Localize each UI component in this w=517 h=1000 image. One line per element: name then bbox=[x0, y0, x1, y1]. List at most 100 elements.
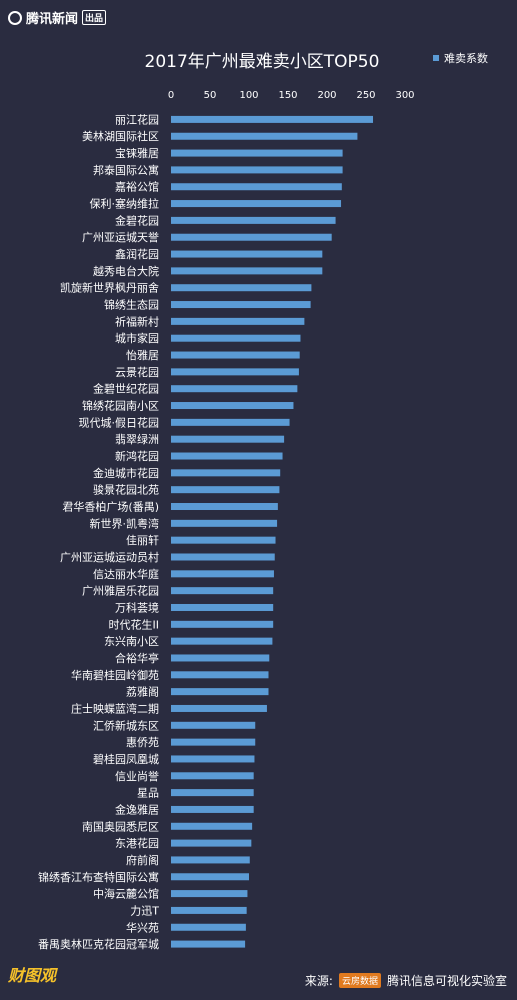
bar bbox=[171, 671, 269, 679]
category-label: 府前阁 bbox=[126, 853, 159, 867]
x-tick-label: 50 bbox=[204, 90, 217, 101]
category-label: 华南碧桂园岭御苑 bbox=[71, 668, 159, 682]
bar bbox=[171, 738, 256, 746]
bar bbox=[171, 132, 358, 140]
category-label: 越秀电台大院 bbox=[93, 264, 159, 278]
footer-brand-logo: 财图观 bbox=[8, 966, 57, 985]
x-tick-label: 150 bbox=[278, 90, 297, 101]
category-label: 合裕华亭 bbox=[115, 651, 159, 665]
category-label: 君华香柏广场(番禺) bbox=[62, 500, 159, 514]
category-label: 现代城·假日花园 bbox=[79, 415, 160, 429]
category-label: 汇侨新城东区 bbox=[93, 718, 159, 732]
bar bbox=[171, 334, 301, 342]
category-label: 碧桂园凤凰城 bbox=[93, 752, 159, 766]
category-label: 金碧世纪花园 bbox=[93, 382, 159, 396]
category-label: 佳丽轩 bbox=[126, 533, 159, 547]
tencent-news-logo: 腾讯新闻 出品 bbox=[8, 8, 107, 27]
bar bbox=[171, 704, 267, 712]
tencent-logo-icon bbox=[8, 10, 22, 25]
legend-label: 难卖系数 bbox=[444, 52, 488, 65]
chart-title: 2017年广州最难卖小区TOP50 bbox=[145, 52, 380, 72]
bar bbox=[171, 149, 343, 157]
category-label: 翡翠绿洲 bbox=[115, 432, 159, 446]
x-tick-label: 200 bbox=[317, 90, 336, 101]
category-label: 中海云麓公馆 bbox=[93, 887, 159, 901]
category-label: 东兴南小区 bbox=[104, 635, 159, 648]
bar bbox=[171, 435, 285, 443]
bar bbox=[171, 267, 323, 275]
bar bbox=[171, 603, 274, 611]
category-label: 锦绣香江布查特国际公寓 bbox=[38, 870, 159, 884]
category-label: 锦绣花园南小区 bbox=[82, 399, 159, 413]
bar bbox=[171, 940, 246, 948]
bar bbox=[171, 183, 342, 191]
bar bbox=[171, 250, 323, 258]
category-label: 云景花园 bbox=[115, 366, 159, 379]
bar bbox=[171, 233, 332, 241]
bar bbox=[171, 536, 276, 544]
category-label: 庄士映蝶蓝湾二期 bbox=[71, 701, 159, 715]
bar bbox=[171, 755, 255, 763]
bar bbox=[171, 822, 253, 830]
bar bbox=[171, 519, 278, 527]
bar bbox=[171, 906, 247, 914]
logo-badge: 出品 bbox=[82, 10, 107, 25]
bar bbox=[171, 402, 294, 410]
logo-text: 腾讯新闻 bbox=[26, 12, 79, 27]
footer-source: 来源: 云房数据 腾讯信息可视化实验室 bbox=[305, 972, 507, 989]
category-label: 金迪城市花园 bbox=[93, 466, 159, 480]
category-label: 嘉裕公馆 bbox=[115, 180, 159, 194]
category-label: 时代花生II bbox=[109, 617, 160, 631]
category-label: 新世界·凯粤湾 bbox=[90, 516, 160, 530]
bar bbox=[171, 284, 312, 292]
category-label: 美林湖国际社区 bbox=[82, 129, 159, 143]
category-label: 荔雅阁 bbox=[126, 685, 159, 699]
category-label: 信达丽水华庭 bbox=[93, 567, 159, 581]
category-label: 邦泰国际公寓 bbox=[93, 163, 159, 177]
category-label: 广州亚运城天誉 bbox=[82, 230, 159, 244]
category-label: 城市家园 bbox=[115, 331, 159, 345]
bar bbox=[171, 873, 249, 881]
bar bbox=[171, 772, 254, 780]
category-label: 力迅T bbox=[130, 904, 159, 917]
category-label: 新鸿花园 bbox=[115, 449, 159, 463]
x-tick-label: 100 bbox=[239, 90, 258, 101]
bar bbox=[171, 721, 256, 729]
category-label: 信业尚誉 bbox=[115, 769, 159, 783]
bar bbox=[171, 418, 290, 426]
category-label: 广州亚运城运动员村 bbox=[60, 550, 159, 564]
category-label: 金逸雅居 bbox=[115, 802, 159, 816]
bar bbox=[171, 452, 283, 460]
x-tick-label: 250 bbox=[356, 90, 375, 101]
category-label: 惠侨苑 bbox=[126, 735, 159, 749]
category-label: 祈福新村 bbox=[115, 314, 159, 328]
category-label: 保利·塞纳维拉 bbox=[90, 197, 160, 211]
bar bbox=[171, 200, 342, 208]
bar bbox=[171, 805, 254, 813]
category-label: 东港花园 bbox=[115, 837, 159, 850]
category-label: 丽江花园 bbox=[115, 113, 159, 126]
x-tick-label: 300 bbox=[395, 90, 414, 101]
bar bbox=[171, 923, 246, 931]
bar bbox=[171, 789, 254, 797]
bar bbox=[171, 570, 274, 578]
bar bbox=[171, 839, 252, 847]
source-lab: 腾讯信息可视化实验室 bbox=[386, 974, 507, 988]
bar bbox=[171, 486, 280, 494]
category-label: 华兴苑 bbox=[126, 920, 159, 934]
bar bbox=[171, 115, 374, 123]
category-label: 南国奥园悉尼区 bbox=[82, 819, 159, 833]
bar bbox=[171, 503, 278, 511]
category-label: 锦绣生态园 bbox=[104, 298, 159, 312]
category-label: 凯旋新世界枫丹丽舍 bbox=[60, 281, 159, 295]
bar bbox=[171, 654, 270, 662]
source-logo: 云房数据 bbox=[338, 973, 381, 988]
category-label: 星品 bbox=[137, 787, 159, 800]
bar bbox=[171, 553, 275, 561]
bar bbox=[171, 620, 274, 628]
source-label: 来源: bbox=[304, 974, 333, 988]
bar bbox=[171, 385, 298, 393]
x-tick-label: 0 bbox=[168, 90, 174, 101]
category-label: 怡雅居 bbox=[126, 348, 159, 362]
